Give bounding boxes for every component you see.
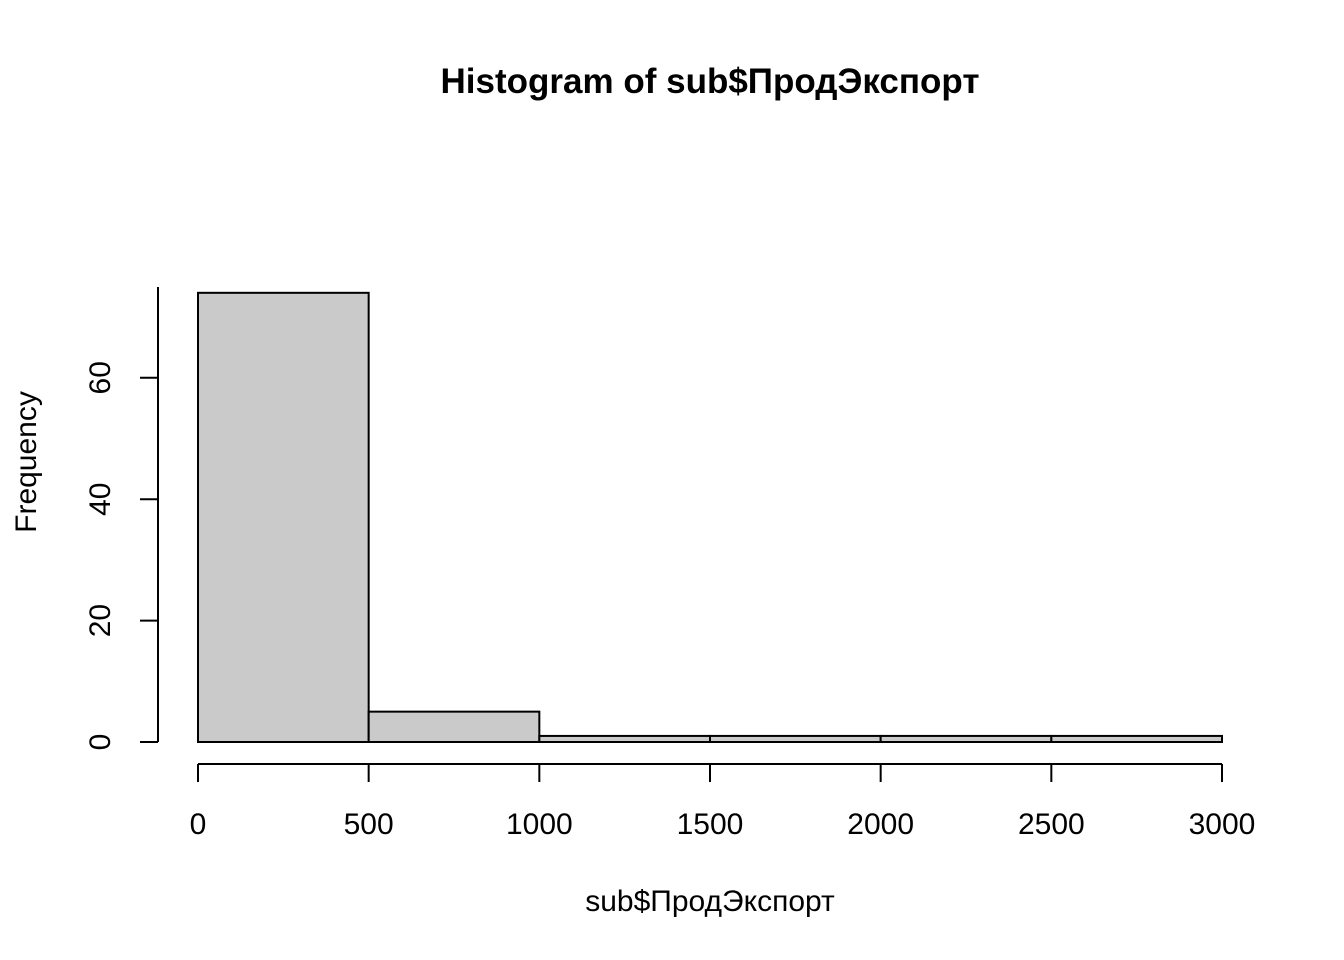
- y-tick-label-2: 40: [84, 483, 117, 516]
- histogram-bar-5: [1050, 734, 1224, 743]
- histogram-bar-0: [197, 291, 370, 743]
- x-tick-label-3: 1500: [677, 808, 744, 841]
- x-axis-label: sub$ПродЭкспорт: [585, 885, 835, 918]
- histogram-bar-3: [709, 734, 882, 743]
- x-tick-label-1: 500: [344, 808, 394, 841]
- histogram-bars: [197, 291, 1224, 744]
- histogram-bar-4: [879, 734, 1053, 743]
- x-tick-label-2: 1000: [506, 808, 573, 841]
- x-tick-label-0: 0: [190, 808, 207, 841]
- histogram-bar-1: [367, 710, 541, 744]
- x-tick-label-6: 3000: [1189, 808, 1256, 841]
- x-axis: 0 500 1000 1500 2000 2500 3000: [190, 763, 1256, 841]
- chart-title: Histogram of sub$ПродЭкспорт: [441, 62, 980, 101]
- y-tick-label-1: 20: [84, 604, 117, 637]
- x-tick-label-5: 2500: [1018, 808, 1085, 841]
- y-axis-label: Frequency: [10, 391, 43, 533]
- y-axis: 0 20 40 60: [84, 287, 159, 751]
- y-tick-label-3: 60: [84, 361, 117, 394]
- histogram-bar-2: [538, 734, 711, 743]
- y-tick-label-0: 0: [84, 734, 117, 751]
- x-tick-label-4: 2000: [847, 808, 914, 841]
